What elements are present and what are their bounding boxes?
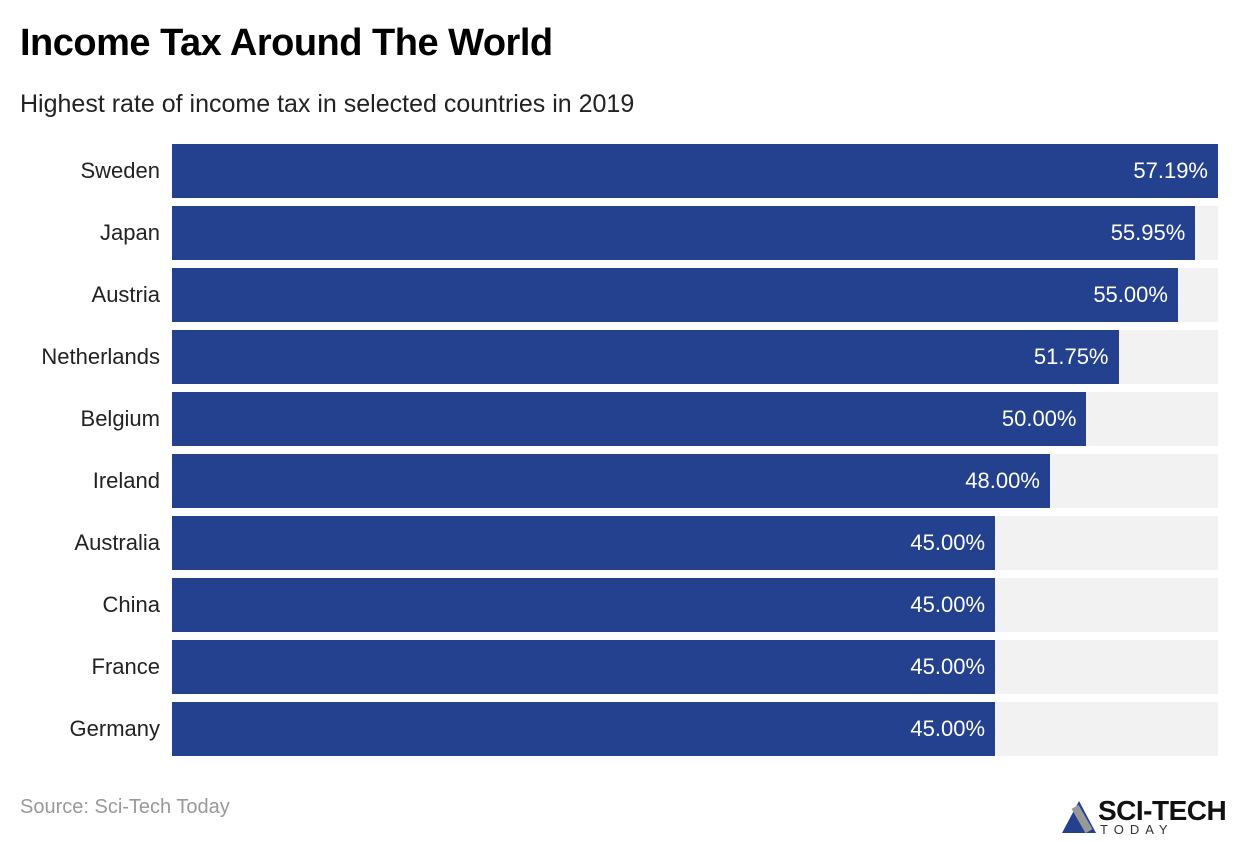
bar: 55.00% bbox=[172, 268, 1178, 322]
logo-text: SCI-TECH bbox=[1098, 795, 1227, 826]
bar-row: China 45.00% bbox=[0, 578, 1240, 632]
bar: 55.95% bbox=[172, 206, 1196, 260]
bar-track: 50.00% bbox=[172, 392, 1218, 446]
category-label: Netherlands bbox=[41, 344, 160, 369]
bar: 45.00% bbox=[172, 578, 996, 632]
bar-row: Australia 45.00% bbox=[0, 516, 1240, 570]
bar-track: 45.00% bbox=[172, 578, 1218, 632]
bar-track: 45.00% bbox=[172, 702, 1218, 756]
bar-row: Ireland 48.00% bbox=[0, 454, 1240, 508]
chart-subtitle: Highest rate of income tax in selected c… bbox=[20, 90, 635, 118]
bar: 51.75% bbox=[172, 330, 1119, 384]
bar: 50.00% bbox=[172, 392, 1087, 446]
data-label: 51.75% bbox=[1033, 344, 1109, 369]
bar-track: 57.19% bbox=[172, 144, 1218, 198]
category-label: China bbox=[102, 592, 160, 617]
bar-track: 45.00% bbox=[172, 516, 1218, 570]
bar-row: France 45.00% bbox=[0, 640, 1240, 694]
bar-row: Netherlands 51.75% bbox=[0, 330, 1240, 384]
source-note: Source: Sci-Tech Today bbox=[20, 796, 230, 818]
category-label: Sweden bbox=[80, 158, 160, 183]
bar-track: 51.75% bbox=[172, 330, 1218, 384]
bar-row: Sweden 57.19% bbox=[0, 144, 1240, 198]
data-label: 50.00% bbox=[1001, 406, 1077, 431]
bar: 48.00% bbox=[172, 454, 1050, 508]
data-label: 48.00% bbox=[965, 468, 1040, 493]
bar-track: 45.00% bbox=[172, 640, 1218, 694]
logo-subtext: TODAY bbox=[1100, 822, 1174, 837]
data-label: 55.95% bbox=[1110, 220, 1186, 245]
sci-tech-today-logo: SCI-TECH TODAY bbox=[1060, 795, 1240, 840]
chart-title: Income Tax Around The World bbox=[20, 22, 553, 64]
bar-row: Japan 55.95% bbox=[0, 206, 1240, 260]
category-label: Ireland bbox=[92, 468, 160, 493]
bar-row: Austria 55.00% bbox=[0, 268, 1240, 322]
category-label: Australia bbox=[74, 530, 160, 555]
category-label: Belgium bbox=[80, 406, 160, 431]
bar: 45.00% bbox=[172, 702, 996, 756]
data-label: 45.00% bbox=[910, 592, 986, 617]
bar: 57.19% bbox=[172, 144, 1218, 198]
bar-row: Germany 45.00% bbox=[0, 702, 1240, 756]
bar-track: 55.00% bbox=[172, 268, 1218, 322]
bar: 45.00% bbox=[172, 516, 996, 570]
data-label: 55.00% bbox=[1093, 282, 1168, 307]
category-label: Germany bbox=[69, 716, 160, 741]
category-label: Japan bbox=[100, 220, 160, 245]
category-label: Austria bbox=[91, 282, 160, 307]
bar: 45.00% bbox=[172, 640, 996, 694]
data-label: 57.19% bbox=[1133, 158, 1208, 183]
bar-track: 55.95% bbox=[172, 206, 1218, 260]
category-label: France bbox=[91, 654, 160, 679]
data-label: 45.00% bbox=[910, 654, 986, 679]
data-label: 45.00% bbox=[910, 716, 986, 741]
data-label: 45.00% bbox=[910, 530, 986, 555]
bar-row: Belgium 50.00% bbox=[0, 392, 1240, 446]
bar-track: 48.00% bbox=[172, 454, 1218, 508]
